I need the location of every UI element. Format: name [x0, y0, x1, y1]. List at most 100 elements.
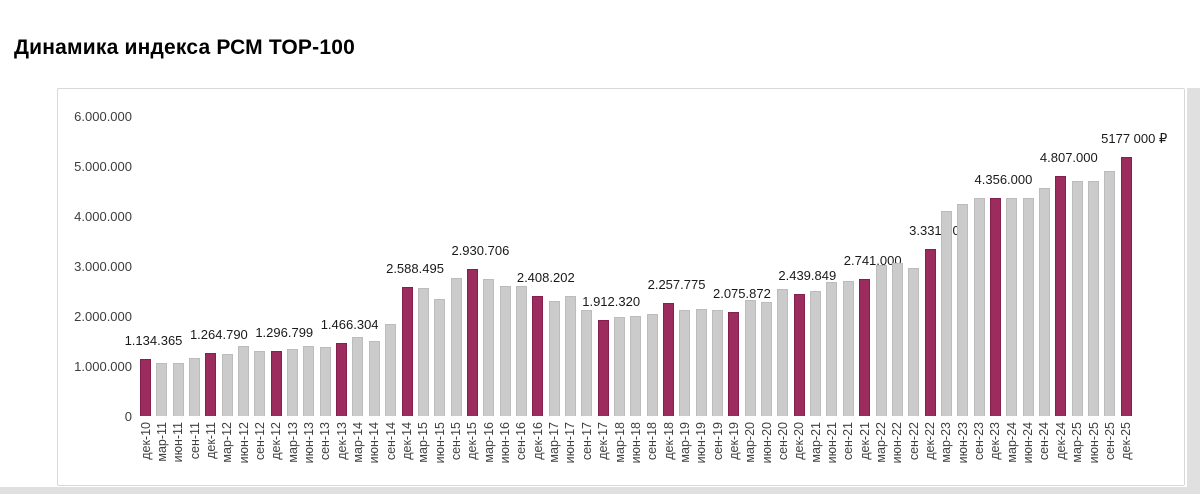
bar: [630, 315, 642, 416]
x-axis-label: мар-18: [612, 422, 627, 463]
x-axis-label: июн-22: [890, 422, 905, 464]
x-axis-label: сен-14: [383, 422, 398, 461]
bar: [581, 309, 593, 416]
x-axis-label: дек-16: [530, 422, 545, 460]
chart-panel: 6.000.000 5.000.000 4.000.000 3.000.000 2.00…: [57, 88, 1185, 486]
bar: [891, 262, 903, 416]
x-axis-label: дек-19: [726, 422, 741, 460]
plot-area: 1.134.365 1.264.790 1.296.799 1.466.304 2.58…: [125, 116, 1167, 416]
x-axis-label: мар-25: [1070, 422, 1085, 463]
x-axis-label: мар-15: [416, 422, 431, 463]
bar: [908, 267, 920, 416]
bar: [842, 281, 854, 416]
bar: [875, 265, 887, 416]
bar-highlighted: [989, 198, 1001, 416]
bar: [499, 285, 511, 416]
page-edge-bottom: [0, 487, 1200, 494]
x-axis-label: мар-20: [743, 422, 758, 463]
bar-value-label: 2.257.775: [647, 277, 706, 293]
bar-value-label: 1.912.320: [582, 294, 641, 310]
x-axis-label: дек-23: [988, 422, 1003, 460]
bar: [761, 301, 773, 416]
bar: [368, 340, 380, 416]
bar-value-label: 2.741.000: [843, 252, 902, 268]
bar: [564, 296, 576, 416]
x-axis-label: дек-25: [1119, 422, 1134, 460]
x-axis-label: сен-12: [252, 422, 267, 461]
bar: [1088, 181, 1099, 416]
x-axis-label: сен-20: [775, 422, 790, 461]
bar-value-label: 2.408.202: [516, 269, 575, 285]
page-edge-right: [1187, 88, 1200, 494]
y-axis: 6.000.000 5.000.000 4.000.000 3.000.000 2.00…: [58, 89, 132, 487]
bar-value-label: 4.356.000: [974, 172, 1033, 188]
bar: [1071, 181, 1083, 416]
bar: [1038, 187, 1050, 416]
x-axis-label: июн-24: [1021, 422, 1036, 464]
page-title: Динамика индекса РСМ ТОР-100: [14, 36, 355, 59]
x-axis-label: дек-13: [334, 422, 349, 460]
bar-highlighted: [859, 278, 871, 416]
x-axis-label: дек-14: [400, 422, 415, 460]
bar: [319, 347, 331, 416]
x-axis-label: дек-15: [465, 422, 480, 460]
x-axis-label: дек-18: [661, 422, 676, 460]
x-axis-label: сен-13: [318, 422, 333, 461]
bar-value-label: 2.588.495: [386, 260, 444, 276]
x-axis-label: мар-22: [874, 422, 889, 463]
x-axis-label: июн-25: [1086, 422, 1101, 464]
x-axis-label: дек-17: [596, 422, 611, 460]
bar-highlighted: [466, 269, 478, 416]
x-axis-label: мар-14: [350, 422, 365, 463]
bar-highlighted: [924, 249, 936, 416]
x-axis-label: июн-14: [367, 422, 382, 464]
y-axis-tick-label: 5.000.000: [74, 158, 132, 174]
x-axis-label: мар-19: [677, 422, 692, 463]
bar: [826, 281, 838, 416]
bar: [303, 345, 315, 416]
y-axis-tick-label: 3.000.000: [74, 258, 132, 274]
bar-value-label: 1.466.304: [320, 316, 379, 332]
x-axis-label: мар-13: [285, 422, 300, 463]
bar: [417, 287, 429, 416]
x-axis-label: июн-19: [694, 422, 709, 464]
x-axis-label: мар-12: [220, 422, 235, 463]
bar-highlighted: [793, 294, 805, 416]
bar: [957, 204, 969, 416]
bar: [352, 336, 364, 416]
bar: [238, 346, 250, 416]
bar: [287, 349, 299, 416]
bar: [777, 288, 789, 416]
bar-highlighted: [728, 312, 740, 416]
x-axis-label: июн-17: [563, 422, 578, 464]
bar-value-label: 2.439.849: [778, 268, 837, 284]
bar: [614, 317, 625, 416]
bar: [646, 314, 658, 416]
bar: [515, 285, 527, 416]
x-axis-label: дек-12: [269, 422, 284, 460]
bar: [679, 309, 691, 416]
x-axis-label: сен-21: [841, 422, 856, 461]
bar: [434, 298, 446, 416]
x-axis-label: сен-24: [1037, 422, 1052, 461]
x-axis-label: июн-13: [301, 422, 316, 464]
bar-highlighted: [1055, 175, 1067, 416]
bar: [156, 363, 168, 416]
x-axis-label: июн-18: [628, 422, 643, 464]
bar: [712, 310, 724, 416]
x-axis-label: дек-22: [923, 422, 938, 460]
bar: [973, 198, 985, 416]
x-axis-label: сен-15: [449, 422, 464, 461]
bar: [483, 278, 495, 416]
x-axis-label: сен-22: [906, 422, 921, 461]
x-axis-label: сен-18: [645, 422, 660, 461]
y-axis-tick-label: 1.000.000: [74, 358, 132, 374]
bar-highlighted: [663, 303, 675, 416]
bar-value-label: 1.264.790: [189, 326, 248, 342]
x-axis-label: дек-20: [792, 422, 807, 460]
bar: [1006, 198, 1018, 416]
bar: [695, 309, 707, 416]
bar-highlighted: [336, 342, 348, 416]
x-axis-label: сен-17: [579, 422, 594, 461]
